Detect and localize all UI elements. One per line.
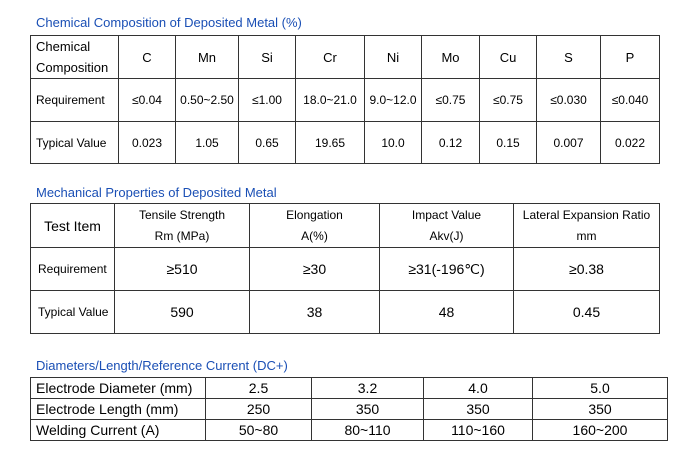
table-cell: 0.022 — [600, 121, 660, 164]
table-cell: 0.65 — [238, 121, 296, 164]
welding-current-row: Welding Current (A) 50~80 80~110 110~160… — [30, 419, 668, 441]
table-cell: 350 — [532, 398, 668, 420]
chemical-corner-line2: Composition — [36, 60, 109, 75]
table-cell: 2.5 — [205, 377, 312, 399]
table-cell: ≤1.00 — [238, 78, 296, 122]
header-line2: mm — [576, 228, 597, 243]
table-cell: ≥510 — [114, 247, 250, 291]
table-cell: 38 — [249, 290, 380, 334]
element-header-cu: Cu — [479, 35, 537, 79]
table-cell: 18.0~21.0 — [295, 78, 365, 122]
table-cell: 0.007 — [536, 121, 601, 164]
row-label: Electrode Diameter (mm) — [30, 377, 206, 399]
element-header-c: C — [118, 35, 176, 79]
chemical-composition-table: Chemical Composition C Mn Si Cr Ni Mo Cu… — [30, 35, 660, 164]
header-line2: A(%) — [301, 228, 328, 243]
element-header-cr: Cr — [295, 35, 365, 79]
diameters-table: Electrode Diameter (mm) 2.5 3.2 4.0 5.0 … — [30, 377, 668, 441]
table-cell: ≤0.04 — [118, 78, 176, 122]
row-label: Typical Value — [30, 121, 119, 164]
table-cell: 10.0 — [364, 121, 422, 164]
lateral-expansion-header: Lateral Expansion Ratio mm — [513, 203, 660, 248]
table-cell: 590 — [114, 290, 250, 334]
table-cell: 0.45 — [513, 290, 660, 334]
mechanical-typical-row: Typical Value 590 38 48 0.45 — [30, 290, 660, 334]
table-cell: 48 — [379, 290, 514, 334]
table-cell: 350 — [423, 398, 533, 420]
table-cell: 0.12 — [421, 121, 480, 164]
row-label: Requirement — [30, 247, 115, 291]
element-header-s: S — [536, 35, 601, 79]
table-cell: 0.023 — [118, 121, 176, 164]
test-item-header: Test Item — [30, 203, 115, 248]
table-cell: ≤0.75 — [421, 78, 480, 122]
row-label: Electrode Length (mm) — [30, 398, 206, 420]
mechanical-properties-title: Mechanical Properties of Deposited Metal — [36, 185, 277, 200]
table-cell: 0.50~2.50 — [175, 78, 239, 122]
table-cell: 5.0 — [532, 377, 668, 399]
chemical-requirement-row: Requirement ≤0.04 0.50~2.50 ≤1.00 18.0~2… — [30, 78, 660, 122]
table-cell: 350 — [311, 398, 424, 420]
impact-value-header: Impact Value Akv(J) — [379, 203, 514, 248]
element-header-mo: Mo — [421, 35, 480, 79]
tensile-strength-header: Tensile Strength Rm (MPa) — [114, 203, 250, 248]
table-cell: 19.65 — [295, 121, 365, 164]
element-header-ni: Ni — [364, 35, 422, 79]
header-line1: Tensile Strength — [138, 207, 226, 222]
chemical-header-row: Chemical Composition C Mn Si Cr Ni Mo Cu… — [30, 35, 660, 79]
chemical-corner-cell: Chemical Composition — [30, 35, 119, 79]
row-label: Typical Value — [30, 290, 115, 334]
table-cell: ≥31(-196℃) — [379, 247, 514, 291]
header-line1: Impact Value — [411, 207, 482, 222]
mechanical-properties-table: Test Item Tensile Strength Rm (MPa) Elon… — [30, 203, 660, 334]
header-line2: Rm (MPa) — [154, 228, 210, 243]
element-header-p: P — [600, 35, 660, 79]
table-cell: 1.05 — [175, 121, 239, 164]
table-cell: 80~110 — [311, 419, 424, 441]
diameters-title: Diameters/Length/Reference Current (DC+) — [36, 358, 288, 373]
mechanical-requirement-row: Requirement ≥510 ≥30 ≥31(-196℃) ≥0.38 — [30, 247, 660, 291]
chemical-corner-line1: Chemical — [36, 39, 91, 54]
table-cell: ≤0.75 — [479, 78, 537, 122]
electrode-diameter-row: Electrode Diameter (mm) 2.5 3.2 4.0 5.0 — [30, 377, 668, 399]
element-header-mn: Mn — [175, 35, 239, 79]
table-cell: 9.0~12.0 — [364, 78, 422, 122]
elongation-header: Elongation A(%) — [249, 203, 380, 248]
chemical-typical-row: Typical Value 0.023 1.05 0.65 19.65 10.0… — [30, 121, 660, 164]
element-header-si: Si — [238, 35, 296, 79]
table-cell: ≤0.030 — [536, 78, 601, 122]
header-line1: Elongation — [286, 207, 343, 222]
table-cell: 50~80 — [205, 419, 312, 441]
electrode-length-row: Electrode Length (mm) 250 350 350 350 — [30, 398, 668, 420]
table-cell: 0.15 — [479, 121, 537, 164]
table-cell: ≥0.38 — [513, 247, 660, 291]
table-cell: 110~160 — [423, 419, 533, 441]
row-label: Welding Current (A) — [30, 419, 206, 441]
header-line1: Lateral Expansion Ratio — [522, 207, 651, 222]
mechanical-header-row: Test Item Tensile Strength Rm (MPa) Elon… — [30, 203, 660, 248]
header-line2: Akv(J) — [429, 228, 464, 243]
table-cell: ≤0.040 — [600, 78, 660, 122]
table-cell: 4.0 — [423, 377, 533, 399]
table-cell: ≥30 — [249, 247, 380, 291]
table-cell: 250 — [205, 398, 312, 420]
chemical-composition-title: Chemical Composition of Deposited Metal … — [36, 15, 302, 30]
row-label: Requirement — [30, 78, 119, 122]
table-cell: 160~200 — [532, 419, 668, 441]
table-cell: 3.2 — [311, 377, 424, 399]
